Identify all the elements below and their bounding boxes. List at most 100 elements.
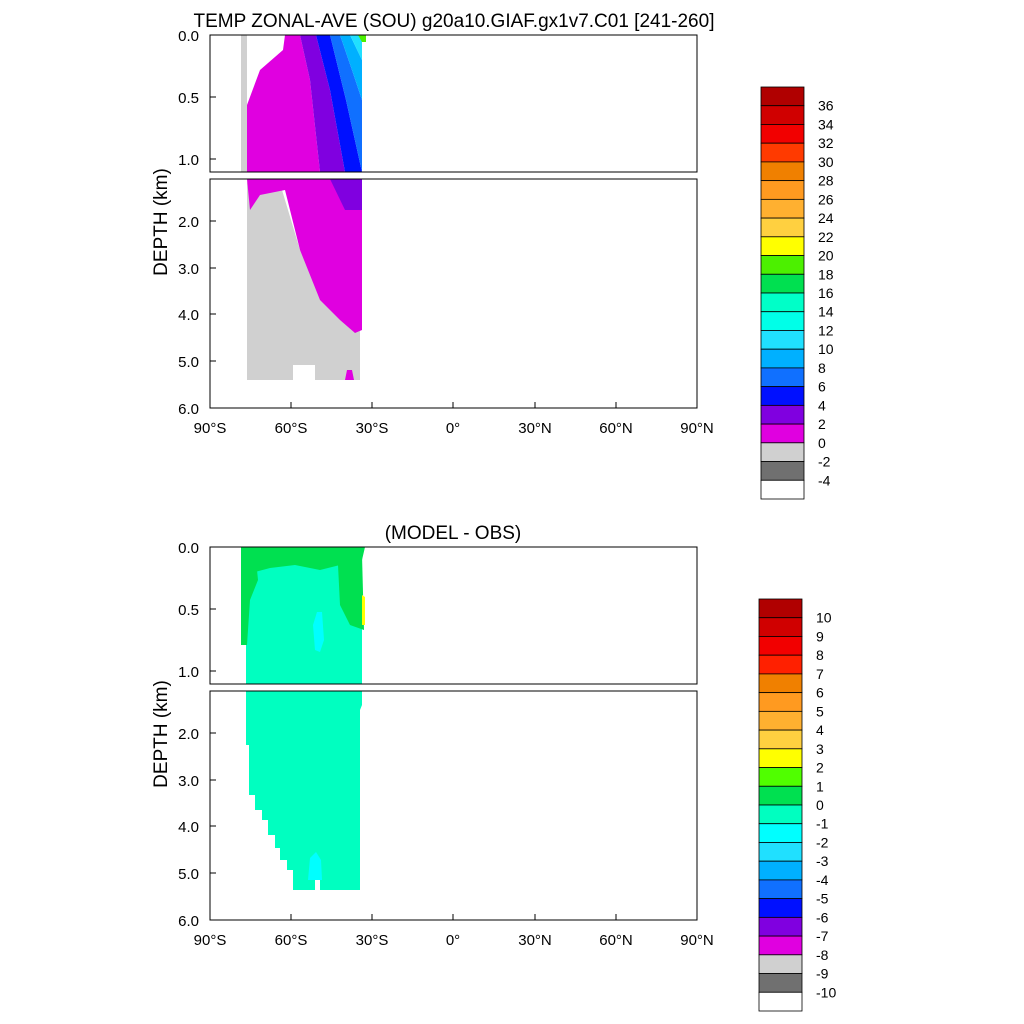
colorbar-label: 16 (818, 285, 834, 301)
bottom-x-tick-30s: 30°S (356, 932, 389, 949)
colorbar-swatch (758, 710, 803, 731)
colorbar-swatch (760, 236, 805, 256)
top-lower-region-magenta (247, 179, 362, 333)
top-x-tick-60s: 60°S (275, 420, 308, 437)
colorbar-label: -8 (816, 947, 829, 963)
colorbar-swatch (760, 273, 805, 294)
top-lower-region-gray (247, 179, 360, 380)
colorbar-label: 32 (818, 135, 834, 151)
bottom-x-tick-0: 0° (446, 932, 460, 949)
bottom-upper-frame (209, 546, 698, 685)
colorbar-swatch (760, 348, 805, 369)
top-lower-y-ticks: 2.0 3.0 4.0 5.0 6.0 (178, 214, 216, 418)
colorbar-label: 4 (818, 397, 826, 413)
top-lower-data (247, 179, 362, 380)
top-upper-region-light-blue (340, 35, 362, 100)
top-chart-title: TEMP ZONAL-AVE (SOU) g20a10.GIAF.gx1v7.C… (194, 11, 715, 32)
bottom-upper-region-cyan-bubble (313, 612, 324, 652)
colorbar-label: 0 (816, 797, 824, 813)
top-y-tick-2-0: 2.0 (178, 214, 199, 231)
colorbar-label: 7 (816, 666, 824, 682)
bottom-y-tick-6-0: 6.0 (178, 913, 199, 930)
colorbar-label: -2 (816, 834, 829, 850)
colorbar-label: 24 (818, 210, 834, 226)
top-upper-region-mid-blue (330, 35, 362, 172)
colorbar-swatch (760, 404, 805, 425)
bottom-lower-y-ticks: 2.0 3.0 4.0 5.0 6.0 (178, 726, 216, 930)
top-lower-region-purple (330, 179, 362, 210)
colorbar-swatch (758, 916, 803, 937)
bottom-y-tick-2-0: 2.0 (178, 726, 199, 743)
top-x-tick-90s: 90°S (194, 420, 227, 437)
colorbar-label: -1 (816, 816, 829, 832)
top-y-tick-1-0: 1.0 (178, 152, 199, 169)
colorbar-label: 22 (818, 229, 834, 245)
colorbar-swatch (758, 973, 803, 993)
colorbar-swatch (760, 86, 805, 107)
bottom-x-tick-60s: 60°S (275, 932, 308, 949)
colorbar-swatch (758, 729, 803, 750)
colorbar-swatch (758, 842, 803, 862)
bottom-panel: (MODEL - OBS) 0.0 0.5 1.0 2.0 (151, 523, 836, 1012)
top-y-tick-0-0: 0.0 (178, 28, 199, 45)
colorbar-swatch (760, 124, 805, 144)
colorbar-label: 2 (816, 760, 824, 776)
top-x-tick-30n: 30°N (518, 420, 552, 437)
bottom-y-tick-3-0: 3.0 (178, 773, 199, 790)
bottom-x-tick-90s: 90°S (194, 932, 227, 949)
colorbar-label: 4 (816, 722, 824, 738)
bottom-x-tick-30n: 30°N (518, 932, 552, 949)
bottom-upper-region-green-left (241, 547, 258, 645)
colorbar-label: 20 (818, 248, 834, 264)
colorbar-label: -2 (818, 454, 831, 470)
colorbar-label: 6 (816, 685, 824, 701)
colorbar-swatch (758, 898, 803, 918)
bottom-upper-data (241, 547, 365, 684)
bottom-y-tick-1-0: 1.0 (178, 664, 199, 681)
colorbar-label: 9 (816, 628, 824, 644)
colorbar-swatch (760, 423, 805, 444)
colorbar-label: 14 (818, 304, 834, 320)
bottom-upper-y-ticks: 0.0 0.5 1.0 (178, 540, 216, 681)
colorbar-swatch (760, 255, 805, 275)
colorbar-swatch (758, 636, 803, 656)
colorbar-swatch (758, 654, 803, 675)
colorbar-swatch (758, 823, 803, 843)
top-upper-region-green (358, 35, 366, 42)
bottom-lower-region-cyan-bubble (308, 852, 322, 880)
top-upper-region-cyan (350, 35, 362, 60)
colorbar-swatch (758, 785, 803, 806)
top-x-tick-60n: 60°N (599, 420, 633, 437)
colorbar-swatch (758, 748, 803, 768)
top-y-tick-6-0: 6.0 (178, 401, 199, 418)
colorbar-label: -5 (816, 891, 829, 907)
colorbar-swatch (760, 442, 805, 462)
colorbar-swatch (760, 142, 805, 163)
top-upper-frame (209, 34, 698, 173)
colorbar-label: 0 (818, 435, 826, 451)
top-upper-region-purple (300, 35, 345, 172)
bottom-y-tick-5-0: 5.0 (178, 866, 199, 883)
colorbar-swatch (758, 804, 803, 825)
colorbar-label: 26 (818, 191, 834, 207)
bottom-x-tick-90n: 90°N (680, 932, 714, 949)
colorbar-label: -7 (816, 928, 829, 944)
bottom-lower-data (246, 691, 362, 890)
colorbar-swatch (760, 367, 805, 388)
colorbar-label: 28 (818, 173, 834, 189)
colorbar-swatch (758, 673, 803, 694)
colorbar-swatch (760, 386, 805, 406)
colorbar-swatch (758, 879, 803, 900)
colorbar-swatch (760, 161, 805, 182)
bottom-chart-title: (MODEL - OBS) (385, 523, 522, 544)
colorbar-label: 6 (818, 379, 826, 395)
bottom-upper-region-green-right (338, 555, 364, 630)
colorbar-swatch (758, 860, 803, 881)
colorbar-label: -6 (816, 909, 829, 925)
colorbar-label: 8 (818, 360, 826, 376)
colorbar-label: 8 (816, 647, 824, 663)
bottom-x-tick-60n: 60°N (599, 932, 633, 949)
